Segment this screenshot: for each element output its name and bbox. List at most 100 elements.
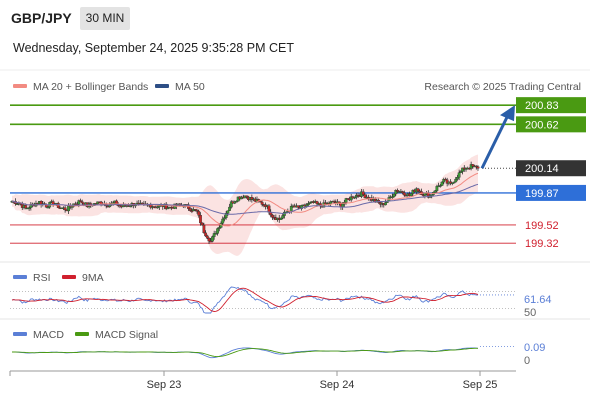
macd-signal-line [12, 347, 478, 358]
candle-body [305, 204, 309, 207]
legend-swatch-macd-signal [75, 332, 89, 336]
legend-swatch-ma50 [155, 84, 169, 88]
candle-body [202, 224, 206, 234]
candle-body [306, 203, 310, 206]
rsi-9ma-line [11, 287, 479, 312]
candle-body [315, 201, 319, 204]
credit-text: Research © 2025 Trading Central [424, 81, 581, 93]
legend-label-ma20: MA 20 + Bollinger Bands [33, 81, 148, 93]
candle-body [46, 206, 50, 209]
ma20-line [11, 172, 479, 227]
candle-body [211, 236, 214, 242]
candle-body [223, 217, 226, 220]
candle-body [259, 200, 262, 203]
currency-pair-title: GBP/JPY [11, 10, 72, 26]
candle-body [195, 210, 199, 212]
price-level-lines [10, 104, 516, 244]
candle-body [24, 205, 28, 209]
legend-label-macd: MACD [33, 329, 64, 341]
candle-body [224, 213, 228, 218]
candle-body [296, 205, 300, 208]
candle-body [233, 201, 237, 204]
legend-swatch-rsi [13, 275, 27, 279]
candle-body [332, 201, 336, 203]
candle-body [197, 211, 201, 216]
price-level-199-87-tag [516, 184, 586, 201]
candle-body [438, 185, 442, 187]
price-level-200-62-label: 200.62 [525, 119, 559, 131]
candle-body [457, 172, 461, 178]
price-level-200-83-tag [516, 97, 586, 114]
legend-swatch-9ma [62, 275, 76, 279]
macd-zero-label: 0 [524, 355, 530, 367]
legend-label-ma50: MA 50 [175, 81, 205, 93]
rsi-line [11, 286, 479, 314]
candle-body [250, 197, 254, 200]
candle-body [392, 193, 396, 197]
macd-value-label: 0.09 [524, 342, 545, 354]
candle-body [216, 228, 219, 234]
candle-body [70, 206, 74, 208]
candle-body [300, 205, 303, 209]
price-level-200-14-tag [516, 160, 586, 177]
candle-body [164, 203, 168, 210]
price-level-199-87-label: 199.87 [525, 188, 559, 200]
candle-body [205, 235, 209, 239]
rsi-panel [10, 286, 516, 314]
ma50-line [11, 183, 479, 215]
candle-body [442, 179, 446, 183]
candle-body [271, 214, 274, 218]
candle-body [214, 233, 218, 235]
price-level-200-83-label: 200.83 [525, 100, 559, 112]
candle-body [401, 191, 405, 193]
legend-swatch-ma20 [13, 84, 27, 88]
candle-body [344, 198, 348, 203]
timeframe-badge[interactable]: 30 MIN [80, 7, 130, 30]
candle-body [212, 233, 216, 237]
candle-body [450, 182, 454, 185]
candle-body [229, 201, 233, 208]
candle-body [27, 207, 31, 209]
candle-body [363, 194, 367, 198]
x-tick-label-sep25: Sep 25 [463, 379, 498, 391]
candle-body [99, 201, 103, 204]
legend-label-9ma: 9MA [82, 272, 104, 284]
candle-body [199, 215, 202, 224]
price-level-200-14-label: 200.14 [525, 163, 559, 175]
candle-body [409, 193, 413, 197]
candle-body [440, 181, 444, 186]
candle-body [341, 203, 345, 208]
candle-body [200, 222, 204, 226]
candle-body [56, 202, 60, 209]
candle-body [361, 191, 365, 195]
forecast-arrow-shaft [480, 112, 511, 169]
candle-body [435, 186, 439, 191]
rsi-value-label: 61.64 [524, 294, 552, 306]
legend-swatch-macd [13, 332, 27, 336]
candle-body [452, 181, 456, 184]
legend-label-macd-signal: MACD Signal [95, 329, 158, 341]
candle-body [207, 238, 211, 242]
bollinger-band-fill [12, 154, 478, 256]
candle-body [128, 205, 132, 207]
candle-body [459, 171, 463, 173]
price-axis-labels: 200.83 200.62 200.14 199.87 199.52 199.32 [516, 97, 586, 250]
candle-body [77, 200, 81, 205]
candle-body [416, 188, 420, 192]
candle-body [80, 201, 84, 204]
candle-body [188, 208, 192, 211]
rsi-legend: RSI 9MA [13, 272, 104, 284]
price-level-199-32-label: 199.32 [525, 238, 559, 250]
candle-body [217, 227, 221, 229]
candle-body [281, 215, 285, 219]
price-level-200-62-tag [516, 116, 586, 133]
candle-body [349, 196, 353, 201]
candle-body [396, 190, 399, 192]
candle-body [454, 178, 458, 183]
macd-panel [12, 346, 516, 359]
chart-header: GBP/JPY 30 MIN Wednesday, September 24, … [0, 0, 590, 70]
candle-body [235, 200, 238, 203]
candle-body [79, 200, 82, 203]
candle-body [228, 206, 231, 211]
